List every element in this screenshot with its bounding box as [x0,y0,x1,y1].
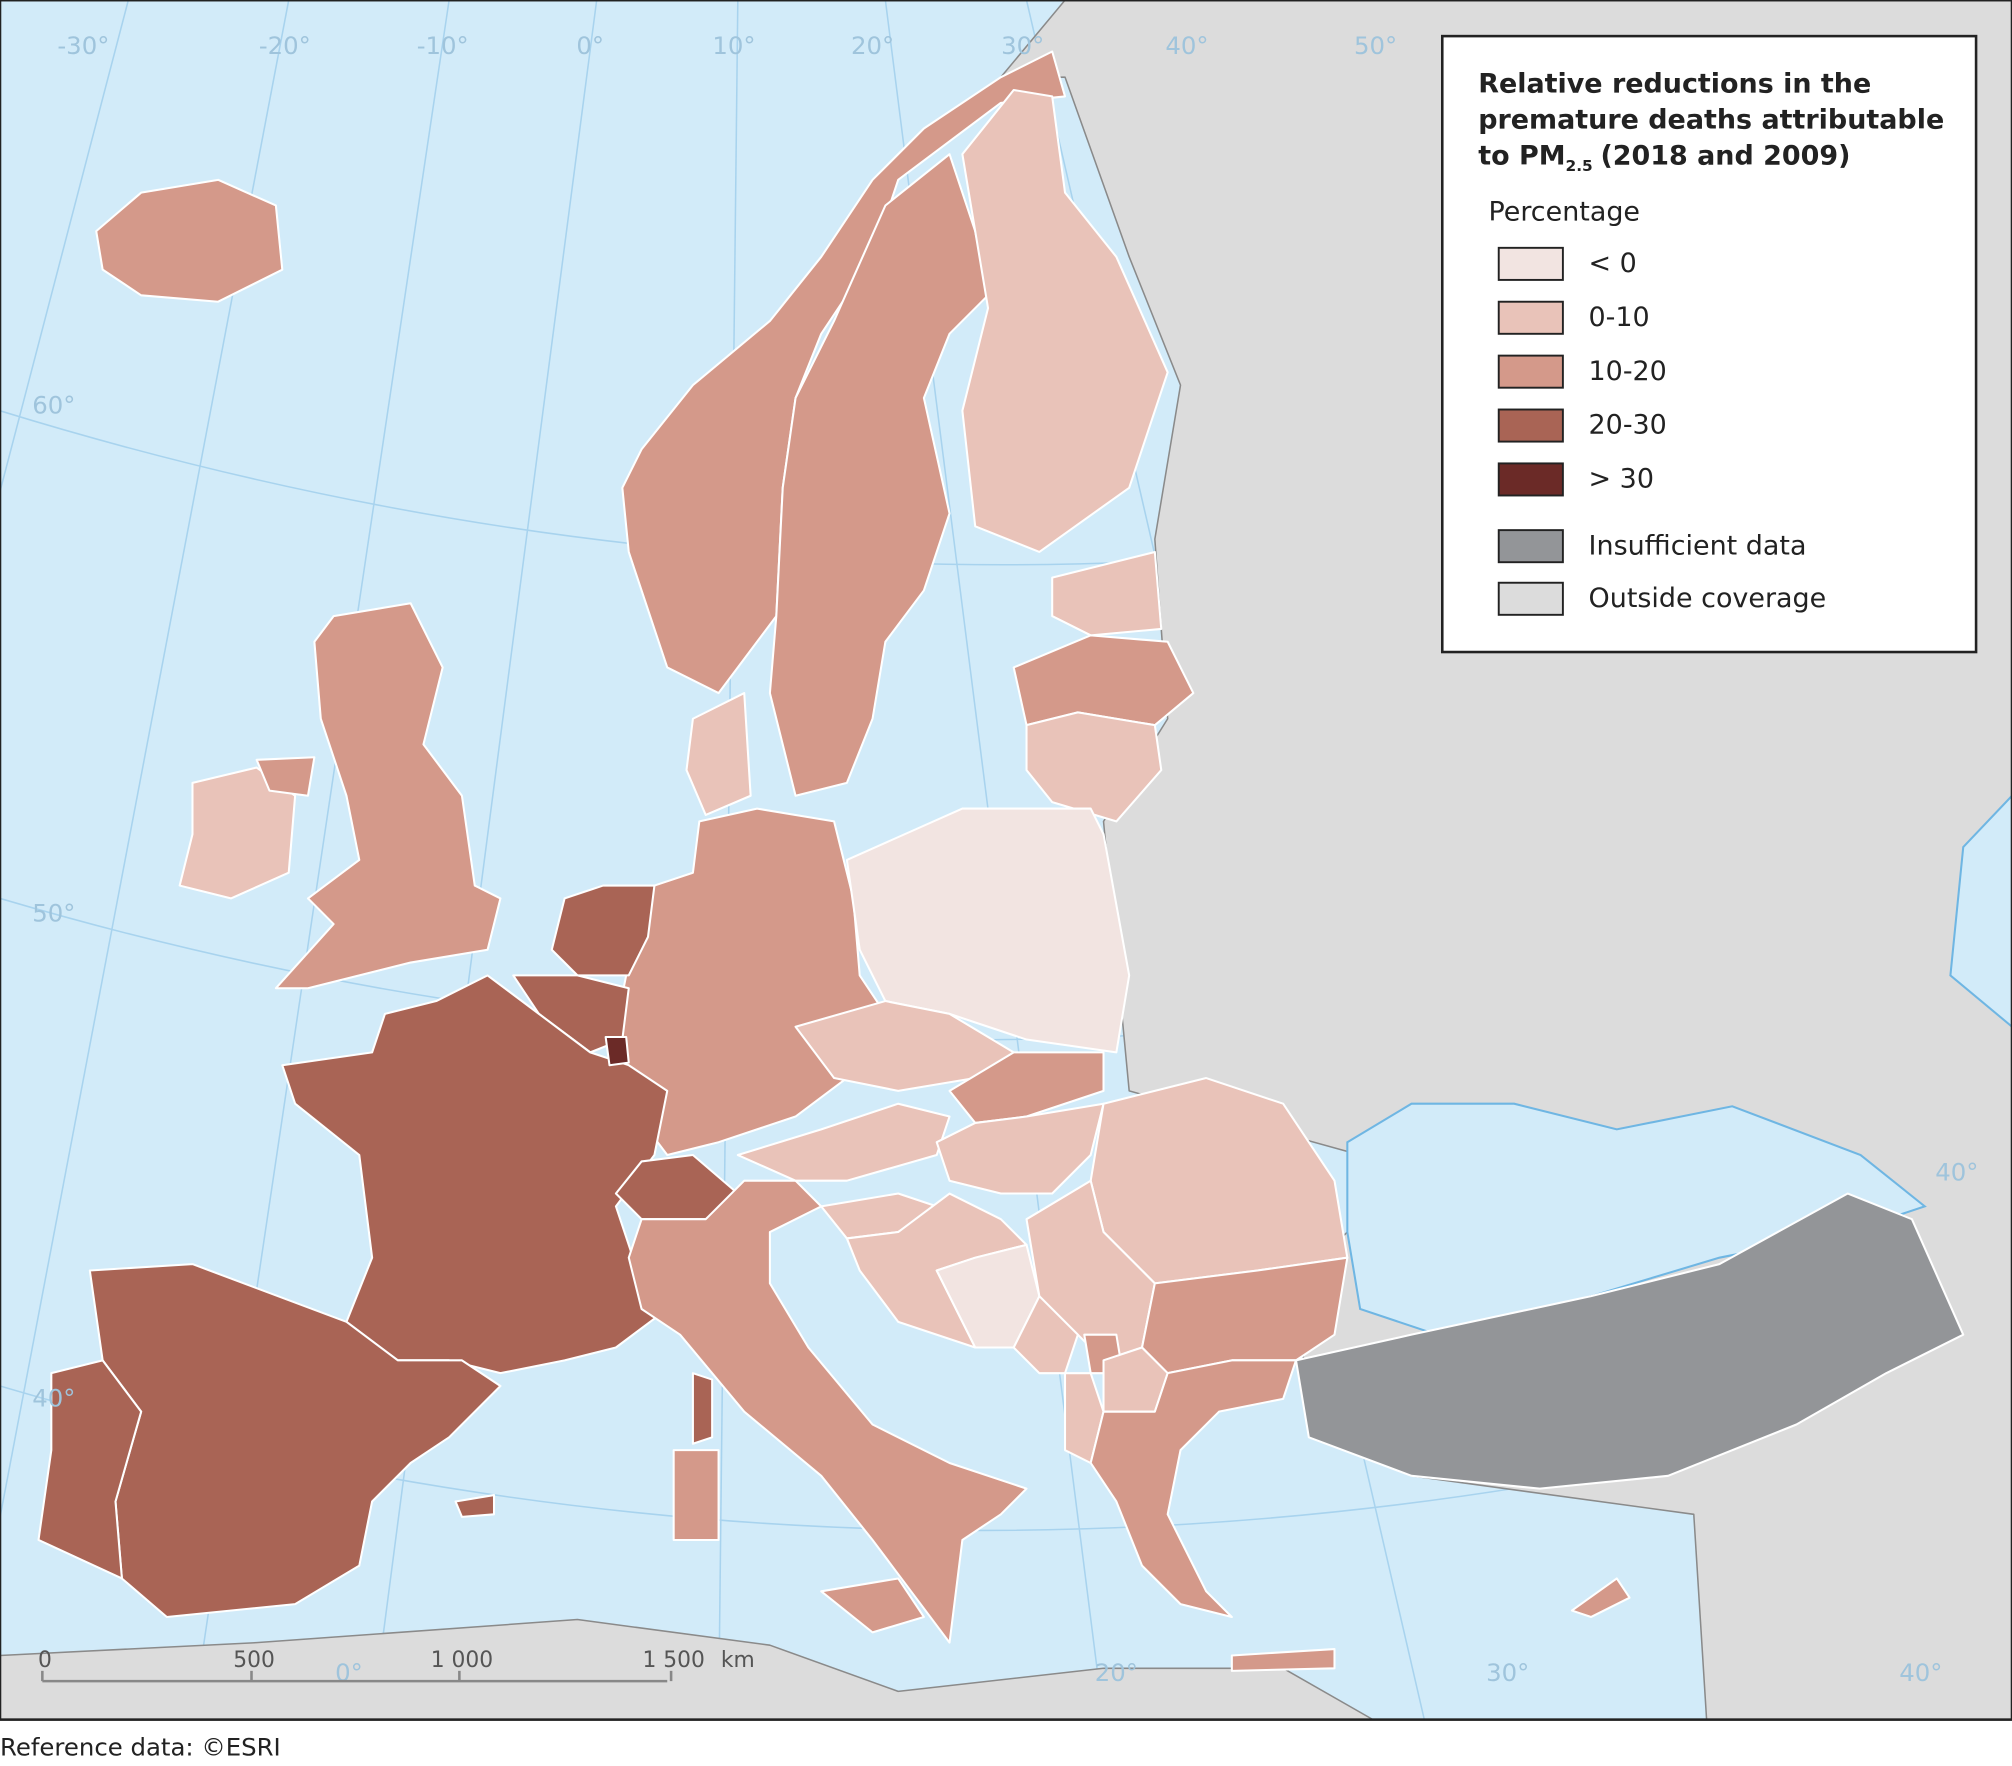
legend-title: premature deaths attributable [1478,105,1944,136]
legend-heading: Percentage [1488,197,1640,228]
legend-swatch [1497,246,1564,281]
countries [37,50,1631,1672]
legend-label: Insufficient data [1589,530,1807,561]
legend-swatch [1497,408,1564,443]
graticule-label: -30° [57,31,109,60]
graticule-label: 40° [1935,1158,1978,1187]
scale-unit: km [721,1648,755,1673]
graticule-label: 20° [851,31,894,60]
title-end: (2018 and 2009) [1600,140,1850,171]
turkey [1294,1192,1965,1490]
map-frame [0,0,2012,1721]
legend-swatch [1497,529,1564,564]
legend-swatch [1497,581,1564,616]
legend-title: Relative reductions in the [1478,69,1871,100]
graticule-label: 40° [32,1384,75,1413]
graticule-label: 50° [32,898,75,927]
scale-bar: 0 500 1 000 1 500 km [38,1648,755,1683]
graticule-label: -20° [259,31,311,60]
title-text: to PM [1478,140,1565,171]
reference-note: Reference data: ©ESRI [0,1733,281,1762]
legend-swatch [1497,354,1564,389]
legend-swatch [1497,462,1564,497]
graticule-label: 40° [1165,31,1208,60]
graticule-label: 30° [1486,1658,1529,1687]
caspian-sea [1949,794,2012,1029]
legend-label: < 0 [1589,248,1637,279]
legend-label: > 30 [1589,464,1654,495]
graticule-label: 40° [1899,1658,1942,1687]
legend-label: Outside coverage [1589,583,1827,614]
legend-label: 0-10 [1589,302,1650,333]
scale-label: 1 000 [431,1648,493,1673]
legend-swatch [1497,300,1564,335]
graticule-label: 0° [576,31,604,60]
graticule-label: 50° [1354,31,1397,60]
graticule-label: -10° [417,31,469,60]
graticule-label: 20° [1095,1658,1138,1687]
scale-label: 0 [38,1648,52,1673]
graticule-label: 60° [32,390,75,419]
graticule-label: 30° [1001,31,1044,60]
title-subscript: 2.5 [1566,157,1593,175]
legend-items: < 0 0-10 10-20 20-30 > 30 Insufficient data Ou… [1497,246,1827,616]
graticule-label: 0° [335,1658,363,1687]
legend-label: 20-30 [1589,410,1667,441]
scale-label: 500 [233,1648,275,1673]
scale-label: 1 500 [642,1648,704,1673]
legend-title: to PM2.5 (2018 and 2009) [1478,140,1850,174]
graticule-label: 10° [712,31,755,60]
legend-label: 10-20 [1589,356,1667,387]
